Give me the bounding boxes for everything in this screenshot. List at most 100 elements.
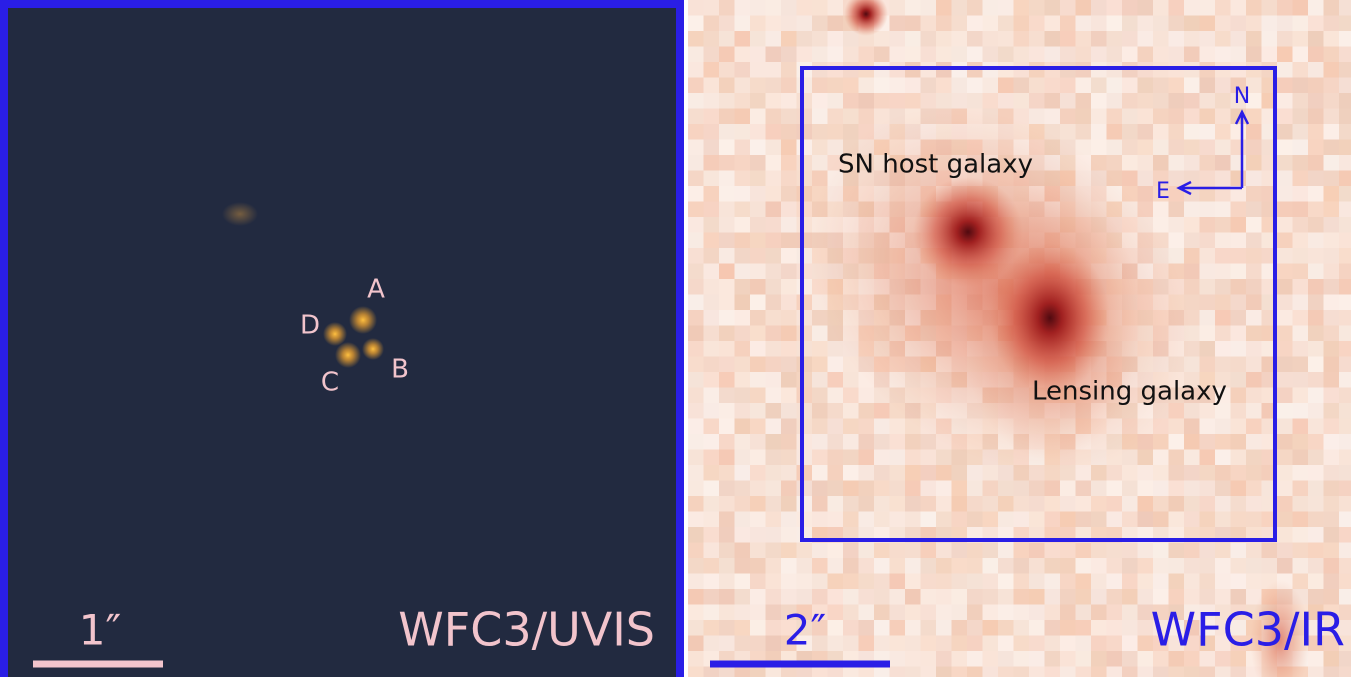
pixel [735, 372, 751, 388]
pixel [1060, 93, 1076, 109]
pixel [704, 388, 720, 404]
pixel [967, 0, 983, 16]
pixel [766, 279, 782, 295]
pixel [1169, 124, 1185, 140]
pixel [735, 496, 751, 512]
pixel [719, 0, 735, 16]
pixel [766, 574, 782, 590]
pixel [766, 667, 782, 677]
pixel [998, 93, 1014, 109]
pixel [1339, 264, 1351, 280]
pixel [1138, 171, 1154, 187]
pixel [1339, 31, 1351, 47]
pixel [704, 248, 720, 264]
pixel [1122, 543, 1138, 559]
pixel [1231, 481, 1247, 497]
pixel [952, 667, 968, 677]
pixel [1153, 558, 1169, 574]
pixel [766, 450, 782, 466]
pixel [719, 248, 735, 264]
pixel [1091, 93, 1107, 109]
pixel [750, 512, 766, 528]
pixel [936, 0, 952, 16]
pixel [1215, 16, 1231, 32]
pixel [874, 667, 890, 677]
pixel [1138, 512, 1154, 528]
pixel [828, 496, 844, 512]
pixel [688, 233, 704, 249]
pixel [1169, 93, 1185, 109]
pixel [1122, 155, 1138, 171]
pixel [1277, 434, 1293, 450]
pixel [1184, 481, 1200, 497]
pixel [1184, 124, 1200, 140]
pixel [1076, 78, 1092, 94]
pixel [1029, 667, 1045, 677]
pixel [1293, 31, 1309, 47]
pixel [735, 434, 751, 450]
pixel [1091, 140, 1107, 156]
pixel [766, 62, 782, 78]
pixel [1122, 589, 1138, 605]
pixel [1324, 667, 1340, 677]
pixel [1324, 481, 1340, 497]
pixel [1277, 0, 1293, 16]
pixel [688, 31, 704, 47]
pixel [719, 450, 735, 466]
pixel [719, 558, 735, 574]
pixel [797, 47, 813, 63]
pixel [1184, 667, 1200, 677]
pixel [983, 465, 999, 481]
pixel [1231, 341, 1247, 357]
pixel [766, 419, 782, 435]
pixel [983, 496, 999, 512]
pixel [952, 16, 968, 32]
pixel [1246, 574, 1262, 590]
pixel [1324, 279, 1340, 295]
pixel [719, 527, 735, 543]
pixel [1308, 62, 1324, 78]
pixel [766, 124, 782, 140]
pixel [1215, 47, 1231, 63]
pixel [921, 589, 937, 605]
pixel [936, 574, 952, 590]
pixel [1200, 78, 1216, 94]
pixel [952, 93, 968, 109]
pixel [797, 574, 813, 590]
pixel [781, 496, 797, 512]
pixel [719, 31, 735, 47]
label-a: A [367, 275, 385, 305]
pixel [967, 512, 983, 528]
pixel [1215, 78, 1231, 94]
pixel [1184, 202, 1200, 218]
pixel [735, 620, 751, 636]
pixel [890, 93, 906, 109]
pixel [1045, 636, 1061, 652]
pixel [1293, 574, 1309, 590]
pixel [874, 78, 890, 94]
pixel [766, 202, 782, 218]
pixel [1091, 109, 1107, 125]
pixel [781, 310, 797, 326]
pixel [828, 465, 844, 481]
pixel [921, 465, 937, 481]
pixel [828, 93, 844, 109]
pixel [1200, 512, 1216, 528]
pixel [1060, 651, 1076, 667]
pixel [1308, 465, 1324, 481]
pixel [1153, 434, 1169, 450]
pixel [1308, 667, 1324, 677]
pixel [859, 574, 875, 590]
pixel [1339, 0, 1351, 16]
pixel [1200, 434, 1216, 450]
pixel [750, 667, 766, 677]
pixel [1200, 341, 1216, 357]
pixel [1277, 403, 1293, 419]
pixel [1014, 636, 1030, 652]
pixel [828, 574, 844, 590]
pixel [905, 16, 921, 32]
pixel [874, 403, 890, 419]
pixel [1215, 310, 1231, 326]
pixel [766, 558, 782, 574]
pixel [1277, 341, 1293, 357]
